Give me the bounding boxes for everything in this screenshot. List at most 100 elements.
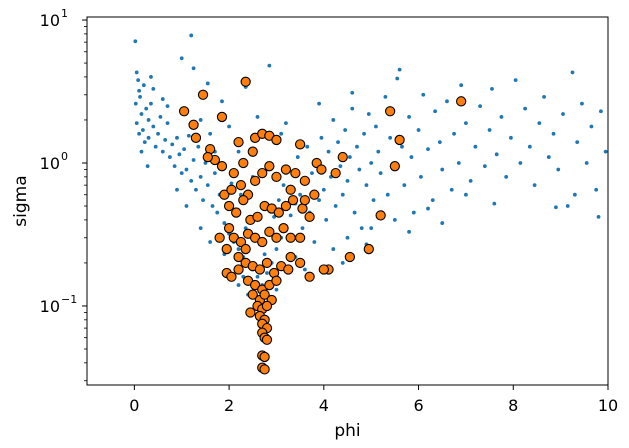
data-point: [136, 78, 141, 83]
data-point: [464, 121, 468, 126]
x-tick-label: 4: [319, 396, 329, 415]
highlighted-point: [318, 264, 329, 275]
x-tick-label: 10: [598, 396, 618, 415]
data-point: [170, 142, 175, 147]
data-point: [189, 178, 194, 183]
data-point: [172, 164, 177, 169]
x-tick-label: 8: [508, 396, 518, 415]
data-point: [336, 140, 340, 145]
data-point: [494, 152, 499, 157]
highlighted-point: [273, 207, 284, 218]
data-point: [141, 83, 146, 88]
data-point: [478, 104, 483, 108]
data-point: [227, 124, 231, 129]
data-point: [165, 121, 170, 126]
data-point: [298, 192, 303, 197]
highlighted-point: [249, 279, 261, 291]
data-point: [163, 138, 168, 142]
data-point: [397, 67, 402, 72]
data-point: [236, 283, 241, 287]
highlighted-point: [316, 164, 327, 175]
data-point: [229, 181, 234, 186]
data-point: [198, 118, 203, 122]
data-point: [347, 155, 352, 159]
highlighted-point: [283, 264, 294, 275]
data-point: [319, 135, 324, 140]
data-point: [392, 217, 397, 222]
highlighted-point: [223, 200, 235, 212]
data-point: [589, 124, 594, 129]
highlighted-point: [257, 167, 268, 179]
data-point: [236, 149, 241, 154]
data-point: [212, 171, 217, 175]
highlighted-point: [245, 307, 256, 318]
data-point: [371, 198, 376, 203]
plot-frame: [86, 16, 609, 386]
highlighted-point: [309, 189, 320, 200]
data-point: [146, 118, 151, 122]
data-point: [194, 187, 198, 192]
highlighted-point: [226, 184, 237, 195]
data-point: [146, 135, 151, 140]
data-point: [599, 109, 603, 114]
data-point: [144, 106, 149, 111]
highlighted-point: [233, 264, 244, 275]
data-point: [142, 140, 147, 145]
data-point: [160, 149, 165, 154]
data-point: [134, 70, 139, 75]
data-point: [383, 94, 388, 99]
data-point: [158, 115, 163, 119]
data-point: [267, 63, 272, 68]
data-point: [338, 164, 343, 169]
data-point: [572, 192, 577, 197]
highlighted-point: [188, 119, 199, 130]
highlighted-point: [238, 157, 249, 169]
data-point: [255, 274, 260, 279]
data-point: [542, 94, 546, 99]
data-point: [134, 121, 139, 126]
data-point: [186, 133, 191, 138]
data-point: [473, 144, 478, 149]
data-point: [279, 131, 284, 136]
data-point: [326, 149, 331, 154]
data-point: [546, 155, 551, 159]
data-point: [262, 252, 267, 257]
data-point: [179, 171, 184, 175]
data-point: [137, 131, 142, 136]
highlighted-point: [219, 189, 230, 200]
highlighted-point: [261, 334, 273, 345]
data-point: [350, 90, 355, 95]
highlighted-point: [278, 223, 289, 234]
highlighted-point: [178, 106, 190, 117]
data-point: [452, 131, 456, 136]
highlighted-point: [240, 243, 251, 255]
data-point: [201, 198, 205, 203]
data-point: [430, 198, 435, 203]
data-point: [449, 187, 454, 192]
data-point: [331, 118, 336, 122]
data-point: [362, 131, 366, 136]
highlighted-point: [271, 171, 282, 182]
data-point: [312, 240, 317, 244]
data-point: [184, 167, 189, 172]
x-axis: 0 2 4 6 8 10: [129, 385, 618, 415]
data-point: [350, 106, 355, 111]
highlighted-point: [375, 210, 386, 221]
data-point: [565, 204, 570, 208]
data-point: [179, 56, 184, 61]
data-point: [184, 204, 189, 208]
data-point: [580, 101, 584, 106]
data-point: [324, 217, 329, 222]
highlighted-point: [226, 271, 237, 282]
highlighted-point: [389, 161, 401, 172]
highlighted-point: [216, 161, 228, 172]
data-point: [596, 214, 601, 219]
data-point: [487, 128, 492, 132]
data-point: [378, 171, 383, 175]
data-point: [445, 99, 449, 104]
data-point: [416, 128, 421, 132]
data-point: [352, 210, 357, 215]
highlighted-point: [231, 207, 242, 218]
data-point: [175, 135, 179, 140]
data-point: [145, 164, 150, 169]
